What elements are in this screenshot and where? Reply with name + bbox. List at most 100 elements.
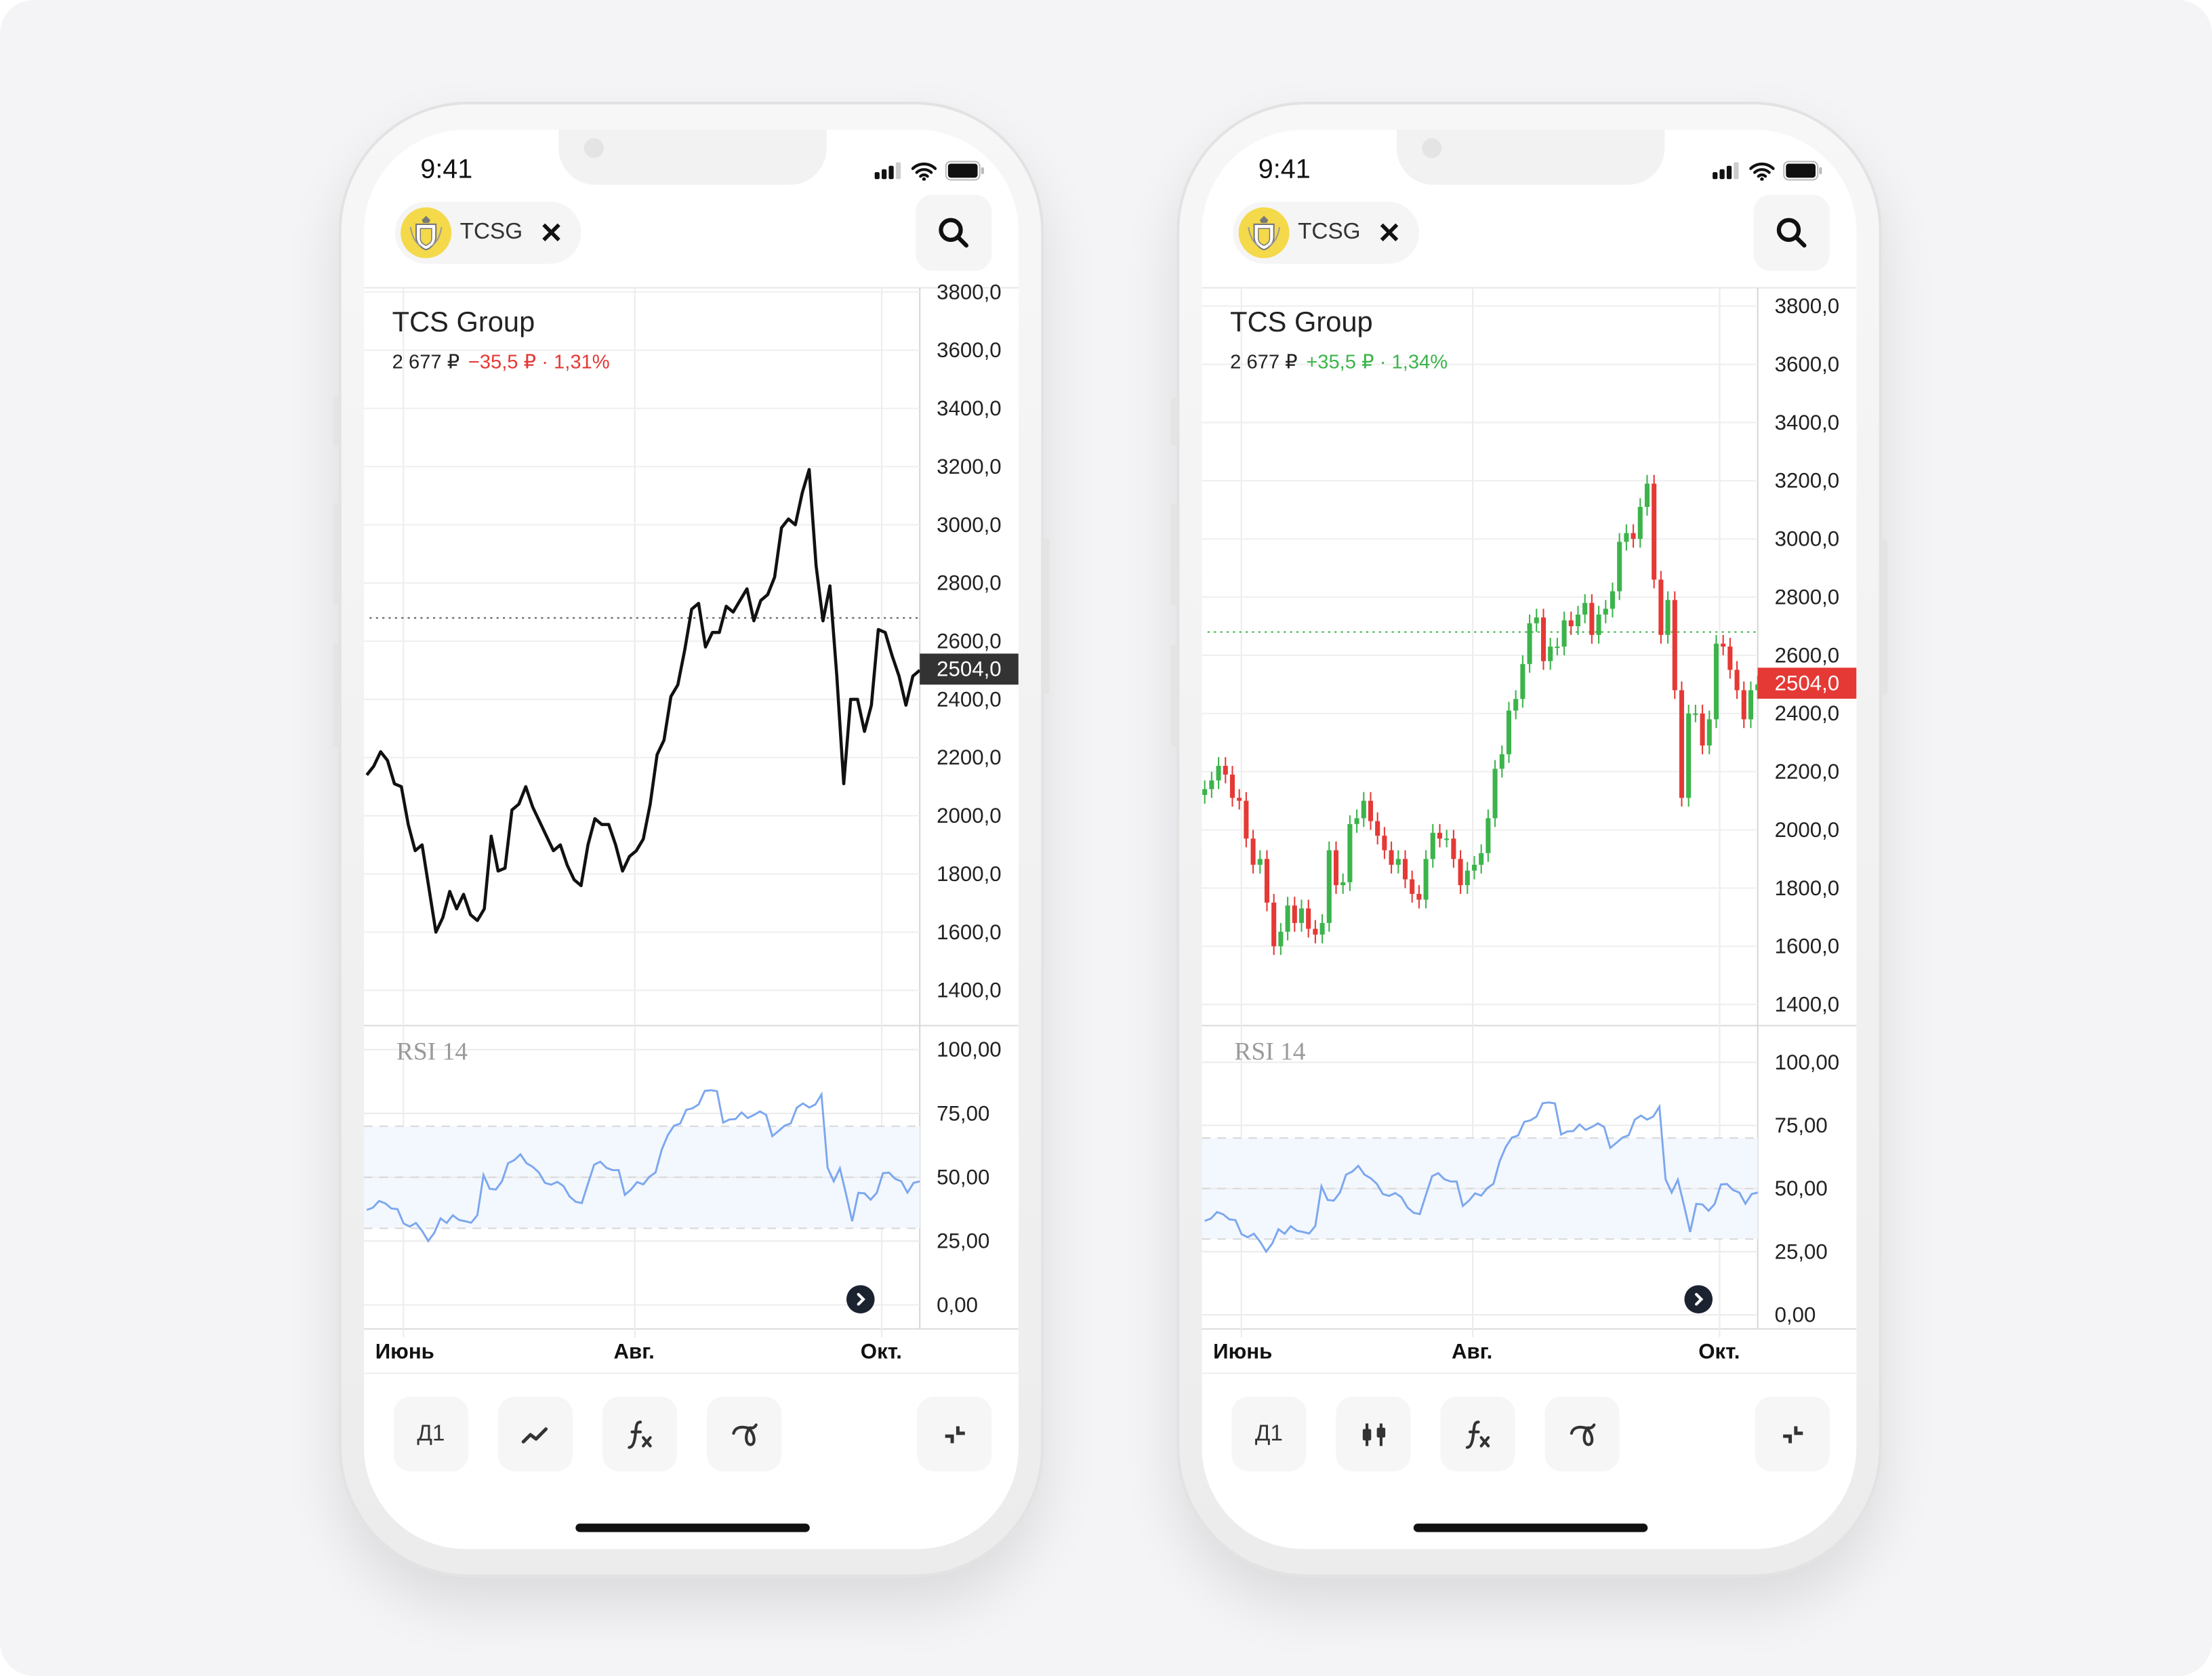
power-button xyxy=(1042,539,1050,695)
phone-mockup-1: 3800,0 3600,0 3400,0 3200,0 3000,0 2800,0 2600… xyxy=(333,101,1050,1578)
price-summary: 2 677 ₽ −35,5 ₽ · 1,31% xyxy=(392,350,610,373)
home-indicator xyxy=(575,1524,810,1532)
chart-type-button[interactable] xyxy=(497,1396,573,1472)
current-price: 2 677 ₽ xyxy=(392,350,460,373)
price-line xyxy=(365,468,921,934)
search-button[interactable] xyxy=(1753,195,1830,271)
candle-body xyxy=(1340,882,1346,886)
candle-body xyxy=(1506,710,1512,754)
function-fx-icon xyxy=(627,1420,651,1448)
function-fx-icon xyxy=(1465,1420,1490,1448)
collapse-icon xyxy=(1782,1425,1803,1443)
last-price-label: 2504,0 xyxy=(1775,672,1840,695)
candle-body xyxy=(1492,769,1498,819)
candle-body xyxy=(1437,832,1443,839)
camera xyxy=(1422,138,1442,159)
ticker-chip[interactable]: TCSG ✕ xyxy=(1233,201,1420,264)
candle-body xyxy=(1209,780,1214,790)
candle-body xyxy=(1672,600,1677,691)
candle-body xyxy=(1610,591,1616,609)
price-tick-label: 1600,0 xyxy=(1775,935,1840,958)
candle-body xyxy=(1458,859,1463,886)
status-icons xyxy=(874,161,985,181)
candle-body xyxy=(1264,859,1270,903)
candle-body xyxy=(1513,699,1519,711)
close-icon[interactable]: ✕ xyxy=(1377,218,1401,249)
candle-body xyxy=(1624,533,1629,542)
candle-body xyxy=(1686,713,1692,798)
candle-body xyxy=(1319,922,1325,935)
chart-svg[interactable]: 3800,0 3600,0 3400,0 3200,0 3000,0 2800,0 2600… xyxy=(364,130,1019,1549)
candle-body xyxy=(1748,690,1754,720)
scroll-to-latest-button[interactable] xyxy=(846,1285,875,1313)
candle-body xyxy=(1548,647,1553,661)
search-icon xyxy=(939,218,969,248)
close-icon[interactable]: ✕ xyxy=(539,218,564,249)
drawing-tools-button[interactable] xyxy=(706,1396,782,1472)
company-logo xyxy=(1238,207,1290,258)
scroll-to-latest-button[interactable] xyxy=(1684,1285,1713,1313)
price-tick-label: 1800,0 xyxy=(1775,876,1840,900)
price-tick-label: 2400,0 xyxy=(937,687,1002,711)
rsi-tick-label: 0,00 xyxy=(1775,1303,1816,1326)
candle-body xyxy=(1354,818,1359,824)
price-tick-label: 1600,0 xyxy=(937,920,1002,944)
chart-svg[interactable]: 3800,0 3600,0 3400,0 3200,0 3000,0 2800,0 2600… xyxy=(1202,130,1857,1549)
status-time: 9:41 xyxy=(420,155,473,185)
price-tick-label: 2000,0 xyxy=(937,804,1002,827)
indicators-button[interactable] xyxy=(1440,1396,1515,1472)
ticker-label: TCSG xyxy=(459,220,523,245)
price-tick-label: 3800,0 xyxy=(1775,294,1840,318)
candle-body xyxy=(1444,838,1450,840)
candle-body xyxy=(1486,818,1491,853)
volume-up-button xyxy=(333,504,340,606)
price-tick-label: 2000,0 xyxy=(1775,818,1840,842)
x-tick-june: Июнь xyxy=(375,1340,434,1364)
camera xyxy=(583,138,604,159)
coat-of-arms-icon xyxy=(1248,216,1281,251)
candle-body xyxy=(1582,602,1588,615)
search-button[interactable] xyxy=(915,195,992,271)
collapse-button[interactable] xyxy=(917,1396,992,1472)
divider xyxy=(364,1372,1019,1374)
candle-body xyxy=(1631,533,1636,539)
rsi-tick-label: 0,00 xyxy=(937,1293,978,1317)
phone-screen: 3800,0 3600,0 3400,0 3200,0 3000,0 2800,0 2600… xyxy=(1202,129,1857,1549)
candle-body xyxy=(1617,541,1622,592)
candle-body xyxy=(1223,766,1228,775)
x-tick-october: Окт. xyxy=(860,1340,902,1364)
candle-body xyxy=(1216,766,1221,781)
status-time: 9:41 xyxy=(1258,155,1311,185)
chevron-right-icon xyxy=(857,1292,865,1306)
candle-body xyxy=(1589,602,1595,635)
price-tick-label: 3000,0 xyxy=(1775,527,1840,551)
timeframe-button[interactable]: Д1 xyxy=(393,1396,469,1472)
collapse-button[interactable] xyxy=(1755,1396,1830,1472)
indicators-button[interactable] xyxy=(602,1396,678,1472)
rsi-tick-label: 25,00 xyxy=(1775,1240,1828,1263)
chart-type-button[interactable] xyxy=(1336,1396,1411,1472)
ticker-chip[interactable]: TCSG ✕ xyxy=(394,201,581,264)
candle-body xyxy=(1451,838,1456,859)
price-tick-label: 2400,0 xyxy=(1775,701,1840,725)
timeframe-button[interactable]: Д1 xyxy=(1231,1396,1307,1472)
search-icon xyxy=(1776,218,1807,248)
last-price-label: 2504,0 xyxy=(937,657,1002,681)
x-tick-august: Авг. xyxy=(1451,1340,1493,1364)
price-summary: 2 677 ₽ +35,5 ₽ · 1,34% xyxy=(1230,350,1448,373)
volume-down-button xyxy=(333,645,340,747)
timeframe-label: Д1 xyxy=(1254,1421,1283,1446)
company-logo xyxy=(401,207,452,258)
candle-body xyxy=(1637,506,1643,539)
price-tick-label: 2800,0 xyxy=(1775,585,1840,609)
candle-body xyxy=(1679,690,1685,798)
candle-body xyxy=(1389,850,1394,865)
price-tick-label: 3000,0 xyxy=(937,513,1002,537)
signal-icon xyxy=(874,162,901,180)
drawing-tools-button[interactable] xyxy=(1544,1396,1620,1472)
mute-switch xyxy=(1170,398,1179,446)
price-tick-label: 2600,0 xyxy=(937,629,1002,653)
price-change: +35,5 ₽ · 1,34% xyxy=(1306,350,1448,373)
candle-body xyxy=(1285,905,1290,932)
